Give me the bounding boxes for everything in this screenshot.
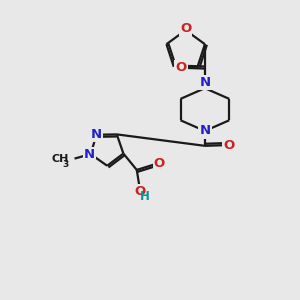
Text: N: N: [90, 128, 101, 141]
Text: O: O: [176, 61, 187, 74]
Text: H: H: [140, 190, 150, 203]
Text: CH: CH: [51, 154, 69, 164]
Text: 3: 3: [62, 160, 69, 169]
Text: N: N: [199, 76, 211, 89]
Text: N: N: [199, 124, 211, 137]
Text: O: O: [180, 22, 191, 35]
Text: O: O: [223, 139, 234, 152]
Text: O: O: [134, 185, 146, 198]
Text: O: O: [154, 157, 165, 169]
Text: N: N: [84, 148, 95, 160]
